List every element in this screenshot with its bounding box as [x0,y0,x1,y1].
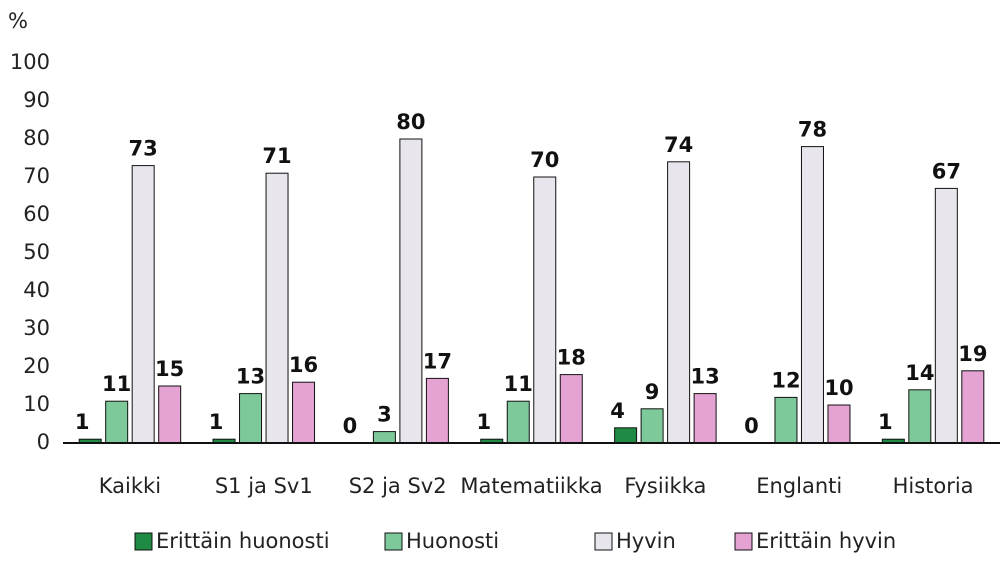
legend-swatch [594,532,613,551]
legend-label: Hyvin [616,529,676,553]
x-tick-label: Matematiikka [460,474,602,498]
value-label: 0 [343,414,358,438]
value-label: 11 [504,372,533,396]
bar [800,146,824,444]
legend-label: Erittäin hyvin [756,529,896,553]
bar [533,176,557,444]
y-tick-label: 90 [23,88,50,112]
bar [105,400,129,444]
bar [961,370,985,444]
value-label: 12 [771,368,800,392]
value-label: 0 [744,414,759,438]
bar [693,393,717,444]
value-label: 14 [905,361,934,385]
bar [640,408,664,444]
x-tick-label: Englanti [756,474,842,498]
value-label: 10 [824,376,853,400]
bar [131,165,155,444]
bar [265,172,289,444]
bar [292,381,316,444]
value-label: 74 [664,133,693,157]
value-label: 1 [209,410,224,434]
bar [827,404,851,444]
x-tick-label: Historia [893,474,974,498]
value-label: 17 [423,349,452,373]
value-label: 70 [530,148,559,172]
value-label: 71 [262,144,291,168]
x-tick-label: Kaikki [99,474,161,498]
bar [506,400,530,444]
y-tick-label: 40 [23,278,50,302]
value-label: 3 [377,403,392,427]
legend-label: Huonosti [406,529,499,553]
value-label: 15 [155,357,184,381]
bar [399,138,423,444]
bar [239,393,263,444]
bar [372,431,396,444]
x-tick-label: S1 ja Sv1 [215,474,313,498]
value-label: 80 [396,110,425,134]
value-label: 67 [932,159,961,183]
value-label: 73 [129,137,158,161]
x-tick-label: Fysiikka [624,474,706,498]
value-label: 1 [878,410,893,434]
x-tick-label: S2 ja Sv2 [349,474,447,498]
legend-label: Erittäin huonosti [156,529,330,553]
value-label: 9 [645,380,660,404]
legend-swatch [734,532,753,551]
y-axis-label: % [8,9,28,33]
value-label: 1 [476,410,491,434]
bar [934,187,958,444]
bar [774,396,798,444]
y-tick-label: 30 [23,316,50,340]
bar [425,377,449,444]
bar [614,427,638,444]
bar [667,161,691,444]
bar [559,374,583,444]
value-label: 13 [236,365,265,389]
value-label: 78 [798,118,827,142]
value-label: 16 [289,353,318,377]
y-tick-label: 20 [23,354,50,378]
value-label: 13 [690,365,719,389]
y-tick-label: 70 [23,164,50,188]
legend-swatch [384,532,403,551]
value-label: 4 [610,399,625,423]
value-label: 18 [557,346,586,370]
y-tick-label: 100 [10,50,50,74]
value-label: 11 [102,372,131,396]
value-label: 1 [75,410,90,434]
y-tick-label: 60 [23,202,50,226]
bar [908,389,932,444]
y-tick-label: 50 [23,240,50,264]
y-tick-label: 10 [23,392,50,416]
y-tick-label: 80 [23,126,50,150]
y-tick-label: 0 [37,430,50,454]
value-label: 19 [958,342,987,366]
bar [158,385,182,444]
legend-swatch [134,532,153,551]
